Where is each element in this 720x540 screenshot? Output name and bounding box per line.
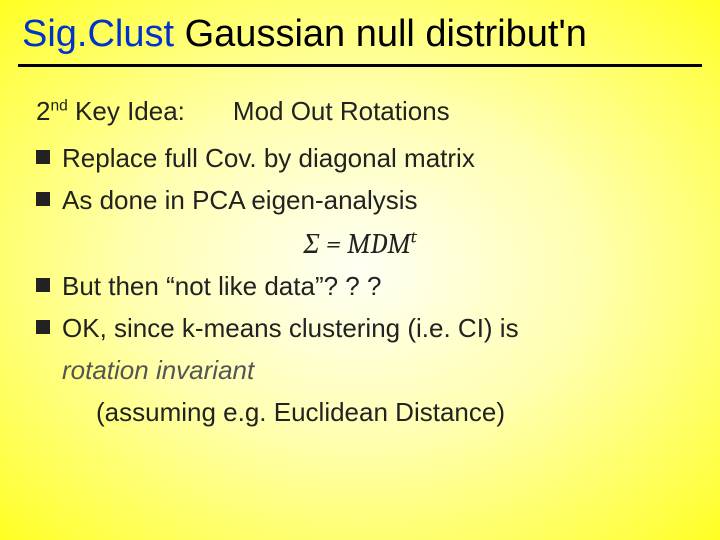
formula-t: t (411, 227, 417, 248)
formula-sigma: Σ = (303, 228, 347, 260)
assuming-line: (assuming e.g. Euclidean Distance) (96, 394, 684, 432)
key-idea-sup: nd (50, 97, 67, 114)
key-idea-desc: Mod Out Rotations (233, 96, 450, 126)
slide: Sig.Clust Gaussian null distribut'n 2nd … (0, 0, 720, 540)
bullet-text: As done in PCA eigen-analysis (62, 182, 418, 220)
formula-m2: M (387, 228, 410, 260)
formula-m1: M (347, 228, 370, 260)
bullet-marker-icon (36, 320, 50, 334)
bullet-item: But then “not like data”? ? ? (36, 268, 684, 306)
bullet-item: Replace full Cov. by diagonal matrix (36, 140, 684, 178)
title-rest: Gaussian null distribut'n (174, 13, 587, 55)
bullet-text: OK, since k-means clustering (i.e. CI) i… (62, 310, 519, 348)
bullet-item: OK, since k-means clustering (i.e. CI) i… (36, 310, 684, 348)
bullet-text: But then “not like data”? ? ? (62, 268, 381, 306)
bullet-text: Replace full Cov. by diagonal matrix (62, 140, 475, 178)
rotation-invariant-line: rotation invariant (62, 352, 684, 390)
slide-content: 2nd Key Idea: Mod Out Rotations Replace f… (0, 67, 720, 431)
bullet-item: As done in PCA eigen-analysis (36, 182, 684, 220)
formula-d: D (370, 228, 387, 260)
formula-line: Σ = MDMt (36, 224, 684, 265)
key-idea-label: Key Idea: (68, 96, 185, 126)
key-idea-line: 2nd Key Idea: Mod Out Rotations (36, 93, 684, 131)
bullet-marker-icon (36, 278, 50, 292)
key-idea-prefix: 2 (36, 96, 50, 126)
bullet-marker-icon (36, 192, 50, 206)
bullet-marker-icon (36, 150, 50, 164)
title-sigclust: Sig.Clust (22, 13, 174, 55)
slide-title: Sig.Clust Gaussian null distribut'n (0, 0, 720, 58)
